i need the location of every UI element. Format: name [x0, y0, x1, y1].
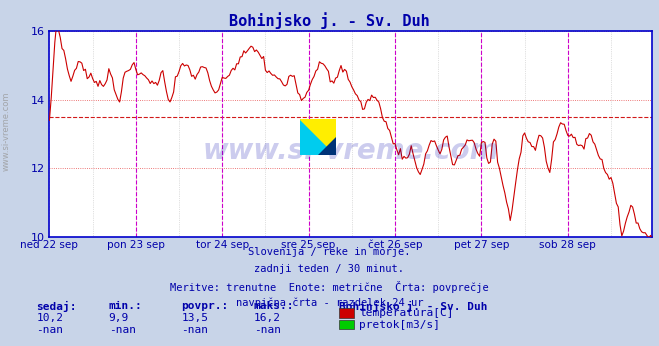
- Text: -nan: -nan: [36, 325, 63, 335]
- Text: -nan: -nan: [181, 325, 208, 335]
- Text: povpr.:: povpr.:: [181, 301, 229, 311]
- Text: pretok[m3/s]: pretok[m3/s]: [359, 320, 440, 329]
- Text: 10,2: 10,2: [36, 313, 63, 323]
- Text: 9,9: 9,9: [109, 313, 129, 323]
- Text: min.:: min.:: [109, 301, 142, 311]
- Text: 13,5: 13,5: [181, 313, 208, 323]
- Text: -nan: -nan: [109, 325, 136, 335]
- Text: maks.:: maks.:: [254, 301, 294, 311]
- Text: sedaj:: sedaj:: [36, 301, 76, 312]
- Text: temperatura[C]: temperatura[C]: [359, 308, 453, 318]
- Text: navpična črta - razdelek 24 ur: navpična črta - razdelek 24 ur: [236, 297, 423, 308]
- Text: www.si-vreme.com: www.si-vreme.com: [2, 92, 11, 171]
- Polygon shape: [300, 119, 336, 155]
- Text: Meritve: trenutne  Enote: metrične  Črta: povprečje: Meritve: trenutne Enote: metrične Črta: …: [170, 281, 489, 293]
- Text: Bohinjsko j. - Sv. Duh: Bohinjsko j. - Sv. Duh: [229, 12, 430, 29]
- Text: Slovenija / reke in morje.: Slovenija / reke in morje.: [248, 247, 411, 257]
- Text: www.si-vreme.com: www.si-vreme.com: [203, 137, 499, 165]
- Text: -nan: -nan: [254, 325, 281, 335]
- Text: 16,2: 16,2: [254, 313, 281, 323]
- Polygon shape: [318, 137, 336, 155]
- Text: zadnji teden / 30 minut.: zadnji teden / 30 minut.: [254, 264, 405, 274]
- Polygon shape: [300, 119, 336, 155]
- Text: Bohinjsko j. - Sv. Duh: Bohinjsko j. - Sv. Duh: [339, 301, 488, 312]
